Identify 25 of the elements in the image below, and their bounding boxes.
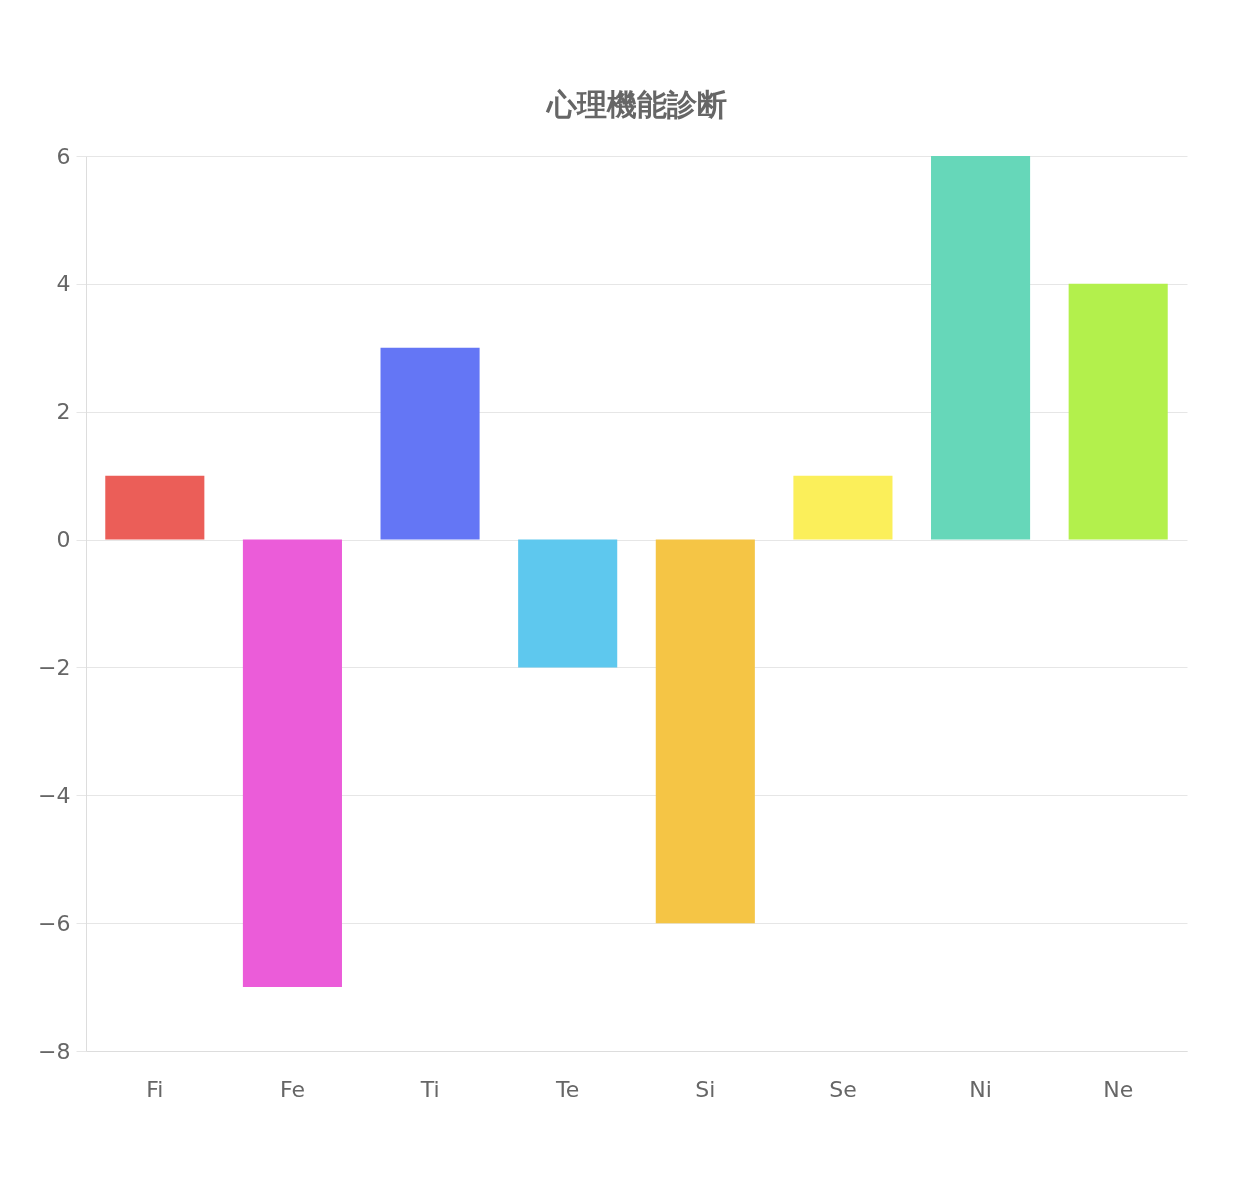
chart-title: 心理機能診断 [544, 87, 727, 122]
bar [380, 347, 480, 540]
x-tick-label: Ni [969, 1076, 992, 1102]
y-tick-label: 4 [56, 271, 71, 297]
y-tick-label: −6 [38, 910, 71, 936]
y-tick-label: −4 [38, 782, 71, 808]
bar [793, 475, 893, 540]
y-tick-label: 0 [56, 527, 71, 553]
y-tick-label: 2 [56, 399, 71, 425]
bar [931, 156, 1031, 540]
y-tick-label: −8 [38, 1038, 71, 1064]
y-tick-label: 6 [56, 143, 71, 169]
x-tick-label: Ne [1103, 1076, 1134, 1102]
x-tick-label: Fe [279, 1076, 305, 1102]
bar [242, 539, 342, 988]
x-tick-label: Fi [146, 1076, 164, 1102]
x-tick-label: Te [555, 1076, 580, 1102]
x-tick-label: Si [695, 1076, 716, 1102]
bar [1068, 283, 1168, 540]
y-tick-label: −2 [38, 654, 71, 680]
x-tick-label: Ti [419, 1076, 440, 1102]
bar [518, 539, 618, 668]
bar [655, 539, 755, 924]
bar [105, 475, 205, 540]
x-tick-label: Se [829, 1076, 857, 1102]
